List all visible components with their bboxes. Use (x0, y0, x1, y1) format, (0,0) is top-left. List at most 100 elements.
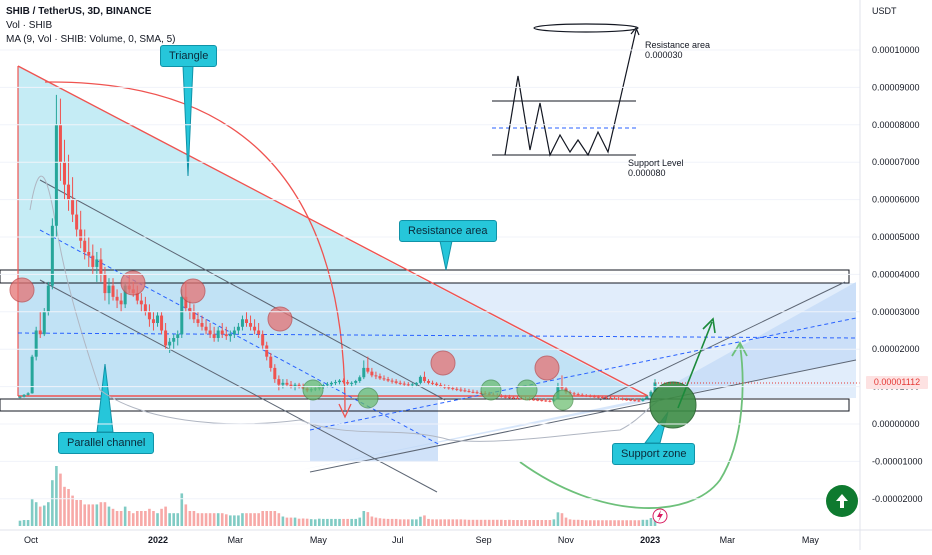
inset-resistance-label: Resistance area 0.000030 (645, 40, 710, 60)
asc-channel-upper (599, 281, 846, 401)
candle-body (398, 382, 402, 384)
candle-body (580, 394, 584, 396)
volume-bar (378, 518, 382, 526)
inset-support-title: Support Level (628, 158, 684, 168)
volume-bar (241, 513, 244, 526)
volume-bar (479, 519, 483, 526)
candle-body (544, 400, 548, 402)
inset-support-value: 0.000080 (628, 168, 666, 178)
volume-bar (200, 513, 204, 526)
candle-body (87, 251, 91, 256)
callout-parallel-channel[interactable]: Parallel channel (58, 432, 155, 454)
time-tick-label: Mar (228, 535, 244, 545)
candle-body (50, 225, 54, 286)
price-tick-label: 0.00000000 (872, 419, 920, 429)
candle-body (240, 319, 244, 327)
volume-bar (216, 513, 220, 526)
volume-bar (67, 489, 70, 526)
volume-bar (370, 516, 374, 526)
volume-bar (649, 518, 653, 526)
inset-resistance-value: 0.000030 (645, 50, 683, 60)
volume-bar (305, 518, 309, 526)
candle-body (511, 397, 515, 399)
candle-body (342, 380, 346, 383)
candle-body (180, 296, 184, 335)
time-tick-label: Sep (476, 535, 492, 545)
callout-triangle[interactable]: Triangle (160, 45, 218, 67)
candle-body (228, 334, 232, 337)
volume-bar (285, 517, 289, 526)
price-tick-label: 0.00004000 (872, 269, 920, 279)
volume-bar (597, 520, 600, 526)
support-touch-circle (516, 379, 538, 401)
candle-body (350, 382, 354, 384)
volume-bar (512, 520, 515, 526)
volume-bar (491, 519, 495, 526)
callout-support-zone[interactable]: Support zone (612, 443, 696, 465)
time-tick-label: Nov (558, 535, 575, 545)
time-tick-label: 2023 (640, 535, 660, 545)
candle-body (366, 367, 370, 372)
volume-bar (366, 512, 370, 526)
candle-body (427, 380, 431, 383)
candle-body (540, 400, 544, 402)
volume-bar (483, 519, 487, 526)
candle-body (346, 382, 350, 384)
volume-bar (297, 518, 301, 526)
volume-bar (281, 516, 285, 526)
volume-bar (237, 515, 240, 526)
inset-arrowhead (630, 26, 640, 36)
volume-bar (439, 519, 442, 526)
candle-body (46, 285, 50, 312)
candle-body (386, 379, 390, 381)
volume-bar (107, 506, 111, 526)
volume-bar (42, 505, 46, 526)
support-band-outline (0, 398, 850, 412)
volume-bar (431, 519, 434, 526)
volume-bar (552, 519, 556, 526)
volume-bar (475, 519, 479, 526)
candle-body (216, 330, 220, 338)
candle-body (447, 387, 451, 389)
candle-body (641, 398, 645, 401)
volume-bar (115, 511, 119, 526)
triangle-upper-edge (17, 65, 649, 397)
candle-body (536, 399, 540, 401)
resistance-band-outline (0, 269, 850, 284)
volume-bar (30, 499, 34, 526)
volume-bar (423, 515, 426, 526)
candle-body (62, 162, 66, 185)
volume-bar (184, 504, 188, 526)
candle-body (192, 311, 196, 320)
time-tick-label: 2022 (148, 535, 168, 545)
time-tick-label: Jul (392, 535, 404, 545)
candle-body (107, 285, 111, 294)
volume-bar (584, 520, 588, 526)
candle-body (204, 326, 208, 331)
volume-bar (261, 511, 264, 526)
volume-bar (568, 519, 572, 526)
volume-bar (605, 520, 608, 526)
callout-resistance-area[interactable]: Resistance area (399, 220, 497, 242)
candle-body (422, 376, 426, 381)
candle-body (67, 184, 71, 200)
volume-bar (358, 517, 362, 526)
volume-bar (212, 513, 216, 526)
volume-bar (447, 519, 451, 526)
candle-body (325, 384, 329, 386)
volume-bar (641, 519, 645, 526)
volume-bar (617, 520, 620, 526)
scroll-up-button[interactable] (826, 485, 858, 517)
candle-body (572, 393, 576, 395)
volume-bar (504, 520, 507, 526)
inset-price-path (504, 29, 637, 157)
candle-body (604, 397, 608, 399)
volume-bar (540, 520, 544, 526)
volume-bar (334, 518, 337, 526)
volume-bar (459, 519, 463, 526)
candle-body (176, 334, 180, 338)
time-tick-label: Mar (720, 535, 736, 545)
volume-bar (75, 500, 78, 526)
